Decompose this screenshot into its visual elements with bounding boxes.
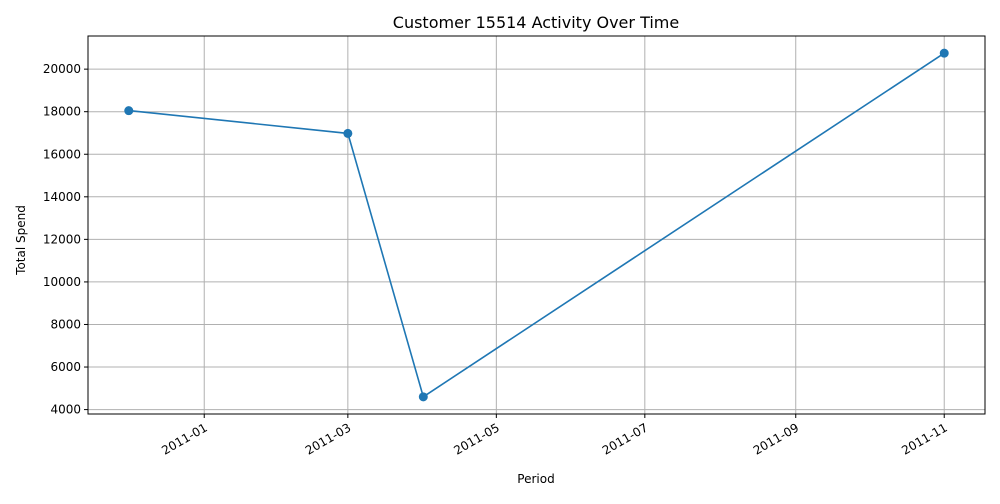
series bbox=[124, 48, 949, 402]
x-tick-label: 2011-03 bbox=[303, 420, 353, 457]
y-tick-label: 8000 bbox=[50, 317, 81, 331]
plot-area-frame bbox=[87, 35, 986, 415]
chart-title: Customer 15514 Activity Over Time bbox=[393, 13, 679, 32]
data-point[interactable] bbox=[418, 392, 428, 402]
y-axis-label: Total Spend bbox=[14, 205, 28, 276]
y-tick-label: 10000 bbox=[43, 275, 81, 289]
x-axis-ticks: 2011-01 2011-03 2011-05 2011-07 2011-09 2011-… bbox=[159, 414, 950, 458]
y-axis-ticks: 4000 6000 8000 10000 12000 14000 16000 18000 200… bbox=[43, 62, 88, 417]
x-tick-label: 2011-11 bbox=[899, 420, 949, 457]
y-tick-label: 14000 bbox=[43, 190, 81, 204]
y-tick-label: 12000 bbox=[43, 232, 81, 246]
x-tick-label: 2011-07 bbox=[600, 420, 650, 457]
x-tick-label: 2011-09 bbox=[751, 420, 801, 457]
grid bbox=[88, 36, 985, 414]
data-point[interactable] bbox=[124, 106, 134, 116]
y-tick-label: 18000 bbox=[43, 105, 81, 119]
y-tick-label: 16000 bbox=[43, 147, 81, 161]
y-tick-label: 6000 bbox=[50, 360, 81, 374]
y-tick-label: 20000 bbox=[43, 62, 81, 76]
x-tick-label: 2011-05 bbox=[451, 420, 501, 457]
data-point[interactable] bbox=[939, 48, 949, 58]
data-point[interactable] bbox=[343, 128, 353, 138]
x-tick-label: 2011-01 bbox=[159, 420, 209, 457]
x-axis-label: Period bbox=[517, 472, 554, 486]
y-tick-label: 4000 bbox=[50, 403, 81, 417]
series-line bbox=[128, 52, 945, 399]
